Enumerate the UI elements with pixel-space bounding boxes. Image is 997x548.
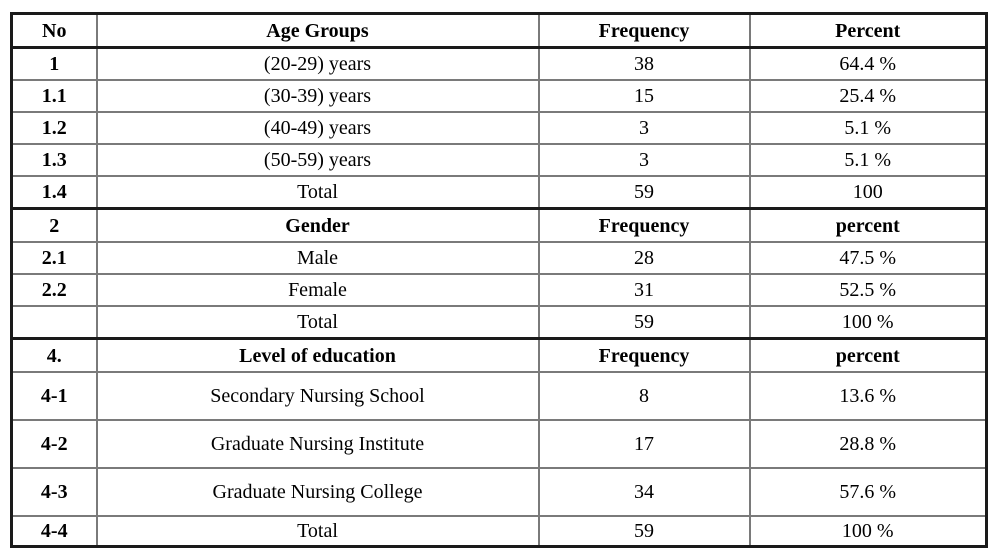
section-header-education: 4. Level of education Frequency percent (10, 337, 988, 373)
label-cell: (30-39) years (95, 79, 540, 113)
frequency-cell: 15 (537, 79, 751, 113)
no-cell: 4-3 (10, 467, 98, 517)
percent-cell: 57.6 % (748, 467, 988, 517)
column-header-frequency: Frequency (537, 337, 751, 373)
table-row-graduate-nursing-college: 4-3 Graduate Nursing College 34 57.6 % (10, 467, 988, 517)
frequency-cell: 59 (537, 305, 751, 340)
frequency-cell: 3 (537, 111, 751, 145)
column-header-frequency: Frequency (537, 12, 751, 49)
percent-cell: 5.1 % (748, 143, 988, 177)
column-header-percent: percent (748, 207, 988, 243)
column-header-percent: Percent (748, 12, 988, 49)
no-cell: 1 (10, 46, 98, 81)
label-cell: Female (95, 273, 540, 307)
label-cell: Total (95, 175, 540, 210)
frequency-cell: 17 (537, 419, 751, 469)
frequency-cell: 59 (537, 515, 751, 548)
section-title-gender: Gender (95, 207, 540, 243)
percent-cell: 64.4 % (748, 46, 988, 81)
label-cell: (20-29) years (95, 46, 540, 81)
percent-cell: 47.5 % (748, 241, 988, 275)
frequency-cell: 3 (537, 143, 751, 177)
column-header-no: No (10, 12, 98, 49)
frequency-cell: 8 (537, 371, 751, 421)
table-row-graduate-nursing-institute: 4-2 Graduate Nursing Institute 17 28.8 % (10, 419, 988, 469)
frequency-cell: 38 (537, 46, 751, 81)
column-header-percent: percent (748, 337, 988, 373)
demographics-table-container: No Age Groups Frequency Percent 1 (20-29… (10, 12, 988, 548)
label-cell: Graduate Nursing Institute (95, 419, 540, 469)
percent-cell: 100 % (748, 515, 988, 548)
percent-cell: 5.1 % (748, 111, 988, 145)
column-header-frequency: Frequency (537, 207, 751, 243)
no-cell-empty (10, 305, 98, 340)
no-cell: 4. (10, 337, 98, 373)
label-cell: Secondary Nursing School (95, 371, 540, 421)
no-cell: 1.3 (10, 143, 98, 177)
no-cell: 1.2 (10, 111, 98, 145)
no-cell: 2.2 (10, 273, 98, 307)
label-cell: (40-49) years (95, 111, 540, 145)
percent-cell: 28.8 % (748, 419, 988, 469)
no-cell: 1.1 (10, 79, 98, 113)
no-cell: 4-2 (10, 419, 98, 469)
frequency-cell: 34 (537, 467, 751, 517)
percent-cell: 52.5 % (748, 273, 988, 307)
frequency-cell: 59 (537, 175, 751, 210)
percent-cell: 100 (748, 175, 988, 210)
label-cell: Graduate Nursing College (95, 467, 540, 517)
table-row-gender-total: Total 59 100 % (10, 305, 988, 340)
label-cell: Total (95, 305, 540, 340)
table-header-row: No Age Groups Frequency Percent (10, 12, 988, 49)
demographics-table: No Age Groups Frequency Percent 1 (20-29… (10, 12, 988, 548)
table-row-age-30-39: 1.1 (30-39) years 15 25.4 % (10, 79, 988, 113)
table-row-secondary-nursing-school: 4-1 Secondary Nursing School 8 13.6 % (10, 371, 988, 421)
table-row-age-40-49: 1.2 (40-49) years 3 5.1 % (10, 111, 988, 145)
section-header-gender: 2 Gender Frequency percent (10, 207, 988, 243)
section-title-education: Level of education (95, 337, 540, 373)
percent-cell: 100 % (748, 305, 988, 340)
table-row-female: 2.2 Female 31 52.5 % (10, 273, 988, 307)
frequency-cell: 28 (537, 241, 751, 275)
table-row-education-total: 4-4 Total 59 100 % (10, 515, 988, 548)
table-row-age-20-29: 1 (20-29) years 38 64.4 % (10, 46, 988, 81)
percent-cell: 13.6 % (748, 371, 988, 421)
label-cell: (50-59) years (95, 143, 540, 177)
table-row-male: 2.1 Male 28 47.5 % (10, 241, 988, 275)
no-cell: 2 (10, 207, 98, 243)
table-row-age-total: 1.4 Total 59 100 (10, 175, 988, 210)
no-cell: 4-4 (10, 515, 98, 548)
label-cell: Total (95, 515, 540, 548)
no-cell: 4-1 (10, 371, 98, 421)
percent-cell: 25.4 % (748, 79, 988, 113)
table-row-age-50-59: 1.3 (50-59) years 3 5.1 % (10, 143, 988, 177)
no-cell: 1.4 (10, 175, 98, 210)
column-header-age-groups: Age Groups (95, 12, 540, 49)
no-cell: 2.1 (10, 241, 98, 275)
label-cell: Male (95, 241, 540, 275)
frequency-cell: 31 (537, 273, 751, 307)
